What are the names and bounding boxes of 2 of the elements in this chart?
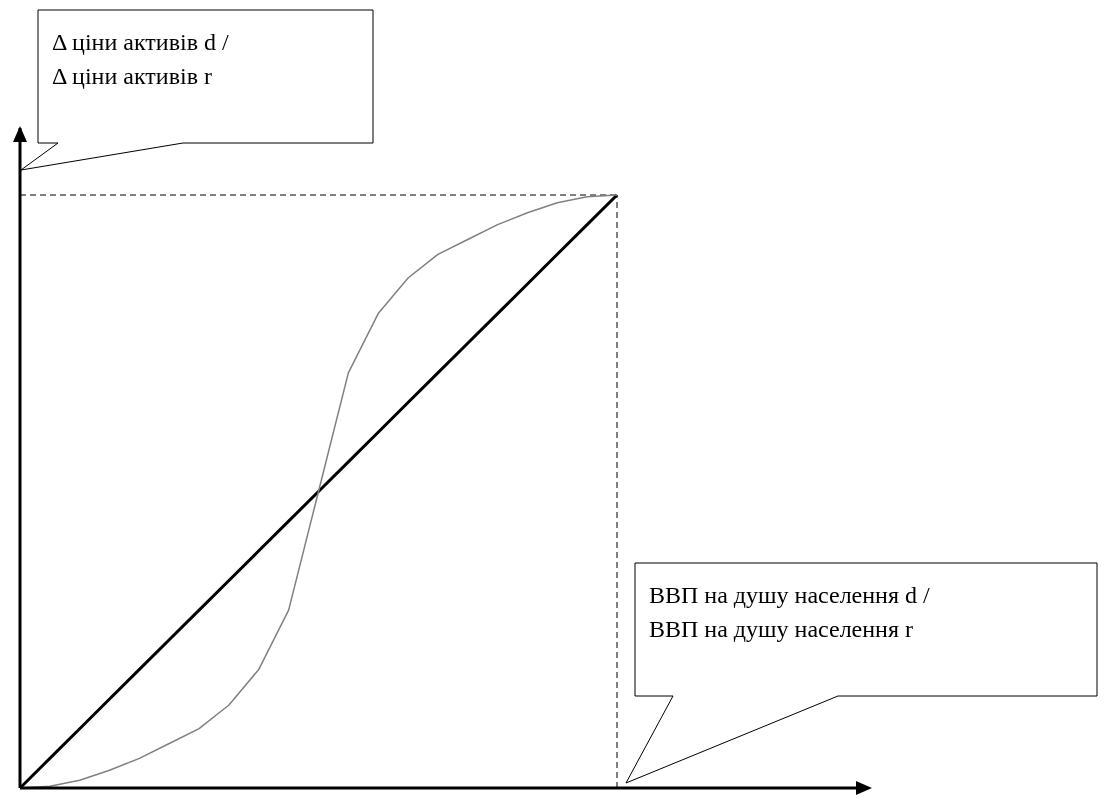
x-axis-title: ВВП на душу населення d / ВВП на душу населення r — [649, 582, 930, 642]
y-axis-title: Δ ціни активів d / Δ ціни активів r — [52, 29, 229, 89]
